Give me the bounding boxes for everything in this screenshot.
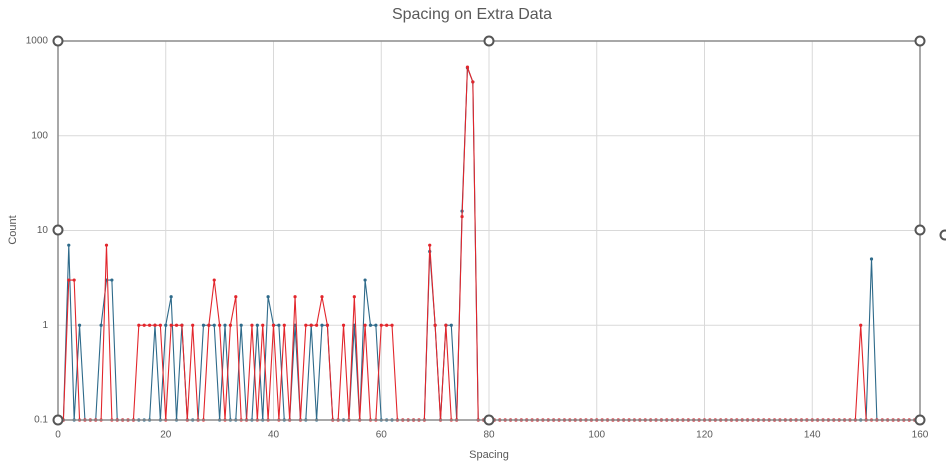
data-point: [363, 278, 367, 282]
data-point: [363, 323, 367, 327]
data-point: [271, 323, 276, 327]
x-tick-label: 80: [483, 430, 495, 441]
data-point: [239, 323, 243, 327]
data-point: [385, 323, 389, 327]
y-axis-label: Count: [7, 215, 19, 244]
data-point: [218, 323, 222, 327]
data-point: [352, 295, 356, 299]
data-point: [250, 323, 254, 327]
y-tick-label: 100: [31, 130, 48, 141]
data-point: [471, 80, 475, 84]
data-point: [309, 323, 313, 327]
data-point: [158, 323, 162, 327]
handle[interactable]: [914, 224, 926, 236]
data-point: [174, 323, 179, 327]
y-tick-label: 1: [42, 320, 48, 331]
data-point: [304, 323, 308, 327]
data-point: [72, 278, 76, 282]
x-tick-label: 100: [588, 430, 605, 441]
data-point: [341, 323, 346, 327]
data-point: [449, 323, 453, 327]
data-point: [212, 323, 216, 327]
data-point: [228, 323, 232, 327]
x-tick-label: 60: [376, 430, 388, 441]
data-point: [110, 278, 114, 282]
data-point: [374, 323, 378, 327]
data-point: [428, 243, 432, 247]
x-tick-label: 40: [268, 430, 280, 441]
data-point: [266, 295, 270, 299]
data-point: [223, 323, 227, 327]
data-point: [261, 323, 265, 327]
data-point: [180, 323, 184, 327]
x-tick-label: 120: [696, 430, 713, 441]
data-point: [201, 323, 206, 327]
data-point: [147, 323, 152, 327]
y-tick-label: 1000: [26, 36, 49, 47]
data-point: [293, 295, 297, 299]
data-point: [142, 323, 146, 327]
y-tick-label: 0.1: [34, 415, 48, 426]
selection-handles: [52, 35, 946, 426]
x-tick-label: 140: [804, 430, 821, 441]
data-point: [444, 323, 448, 327]
data-point: [390, 323, 394, 327]
x-tick-label: 0: [55, 430, 61, 441]
data-point: [368, 323, 373, 327]
x-tick-label: 20: [160, 430, 172, 441]
data-point: [282, 323, 286, 327]
data-point: [164, 323, 168, 327]
x-axis-label: Spacing: [469, 449, 509, 461]
handle[interactable]: [939, 229, 946, 241]
data-point: [169, 295, 173, 299]
handle[interactable]: [483, 35, 495, 47]
data-point: [169, 323, 173, 327]
handle[interactable]: [52, 224, 64, 236]
data-point: [99, 323, 103, 327]
y-tick-label: 10: [37, 225, 49, 236]
data-point: [320, 295, 324, 299]
data-point: [212, 278, 216, 282]
handle[interactable]: [52, 35, 64, 47]
data-point: [255, 323, 259, 327]
handle[interactable]: [483, 414, 495, 426]
handle[interactable]: [52, 414, 64, 426]
data-point: [104, 243, 109, 247]
data-point: [325, 323, 329, 327]
data-point: [433, 323, 437, 327]
chart-title: Spacing on Extra Data: [392, 6, 552, 23]
data-point: [460, 215, 464, 219]
data-point: [153, 323, 157, 327]
data-point: [859, 323, 863, 327]
data-point: [315, 323, 319, 327]
x-tick-label: 160: [912, 430, 929, 441]
data-point: [277, 323, 281, 327]
data-point: [191, 323, 195, 327]
data-point: [234, 295, 238, 299]
data-point: [137, 323, 141, 327]
data-point: [320, 323, 324, 327]
data-point: [67, 278, 71, 282]
data-point: [465, 65, 470, 69]
data-point: [869, 257, 874, 261]
data-point: [67, 243, 71, 247]
handle[interactable]: [914, 414, 926, 426]
data-point: [77, 323, 82, 327]
plot-area: 0.1 1 10 100 1000 0 20 40 60 80 100 120 140 160: [26, 36, 929, 441]
data-point: [207, 323, 211, 327]
handle[interactable]: [914, 35, 926, 47]
data-point: [379, 323, 383, 327]
